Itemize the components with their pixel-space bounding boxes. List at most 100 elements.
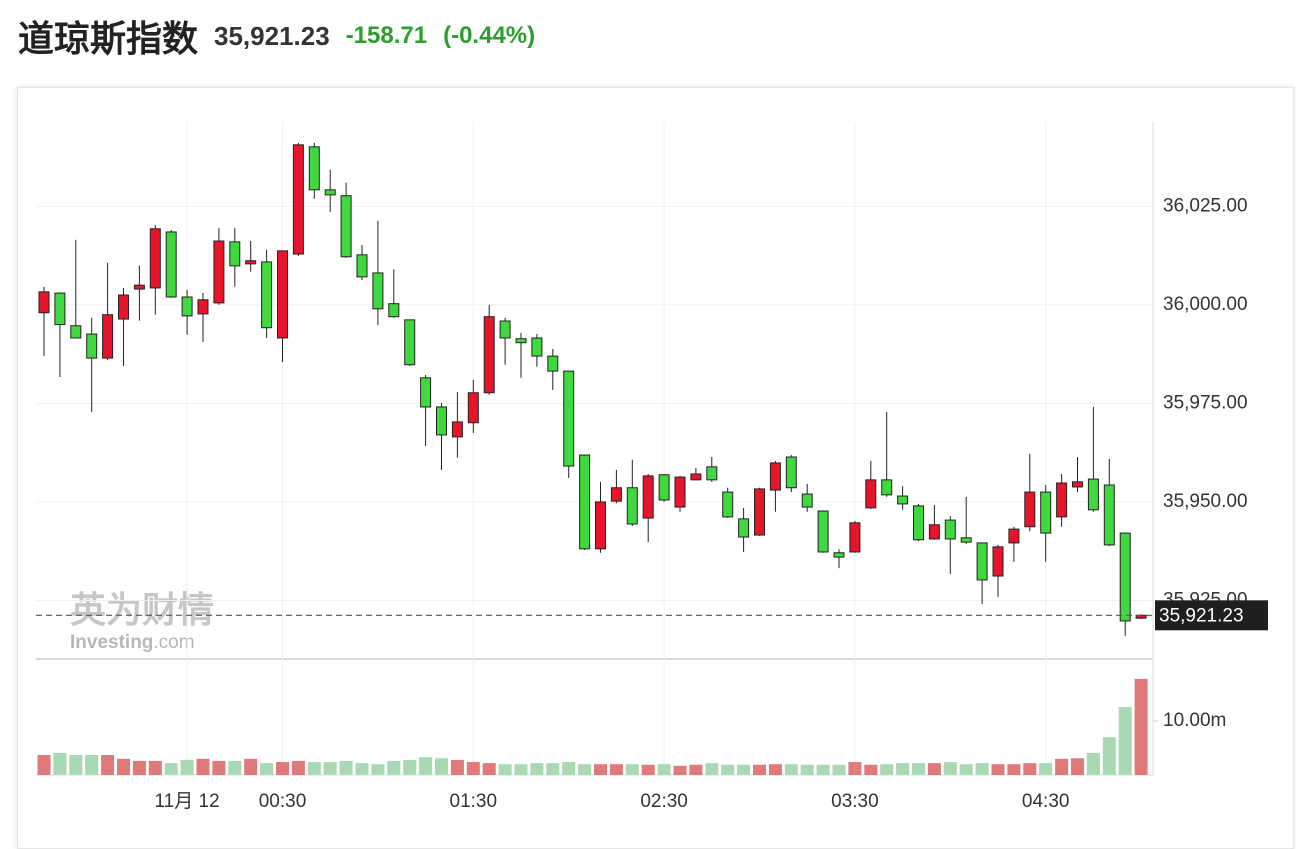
volume-bar [1055,758,1069,775]
volume-bar [482,763,496,775]
candle-body [1072,481,1083,488]
volume-bar [228,760,242,775]
watermark-en: Investing.com [70,632,195,653]
volume-bar [164,763,178,775]
candle-body [404,319,416,366]
volume-bar [657,764,671,775]
candle-body [499,320,511,339]
x-tick-label: 04:30 [1022,791,1070,812]
grid [36,122,1158,776]
candle-body [118,294,129,320]
volume-bar [784,764,798,775]
volume-bar [832,764,846,775]
candle-body [1087,478,1099,511]
watermark-cn: 英为财情 [70,590,214,631]
y-tick-label: 35,975.00 [1163,392,1248,413]
candle-body [308,146,320,191]
volume-bar [371,764,385,775]
candle-body [849,522,861,553]
candle-body [372,272,384,310]
volume-bar [609,764,623,775]
volume-bar [530,763,544,775]
candle-body [356,254,368,278]
volume-bar [355,763,369,775]
index-price: 35,921.23 [214,20,330,51]
candle-body [801,493,813,508]
volume-bar [1102,737,1116,775]
volume-bar [816,764,830,775]
candle-body [277,250,288,339]
candle-body [785,456,797,489]
volume-bar [419,757,433,775]
candle-body [54,292,66,326]
volume-bar [943,762,957,775]
candle-body [626,487,638,525]
volume-bar [959,764,973,775]
volume-bar [514,764,528,775]
candle-body [133,284,145,290]
watermark-en-suffix: .com [153,632,194,653]
candle-body [86,333,98,359]
candle-body [483,316,495,394]
volume-bar [387,760,401,775]
candle-body [245,260,257,265]
volume-bar [1086,752,1100,775]
candle-body [213,240,225,304]
candle-body [642,475,654,519]
volume-bar [768,764,782,775]
volume-bar [1134,678,1148,775]
volume-bar [85,755,99,775]
volume-bar [625,764,639,775]
candle-body [610,487,622,502]
volume-bar [673,765,687,775]
candle-body [706,466,718,481]
candle-body [992,546,1004,577]
volume-bar [101,755,115,775]
candle-body [165,231,177,298]
candle-body [467,392,479,424]
candle-body [897,495,909,505]
candle-body [817,510,829,553]
candle-body [324,189,336,196]
volume-bar [1007,764,1021,775]
volume-bar [594,764,607,775]
volume-bar [880,764,894,775]
volume-bar [117,758,130,775]
volume-bar [927,763,941,775]
candle-body [944,519,956,540]
candle-body [149,228,161,289]
candle-body [563,370,575,467]
candle-body [769,462,781,491]
volume-bar [1039,763,1053,775]
volume-bar [737,764,751,775]
volume-bar [450,759,464,775]
volume-bar [641,764,655,775]
x-tick-label: 01:30 [450,791,498,812]
volume-bar [276,762,289,775]
candle-body [1056,482,1068,518]
candle-body [436,406,447,436]
candle-body [754,488,765,536]
watermark-en-main: Investing [70,632,153,653]
x-tick-label: 00:30 [259,791,307,812]
candle-body [292,144,304,255]
volume-bar [37,755,51,775]
candle-body [1024,491,1036,528]
index-change-pct: (-0.44%) [443,22,536,49]
volume-bar [260,763,274,775]
candle-body [913,505,924,541]
volume-bar [1023,763,1037,775]
y-tick-label: 36,025.00 [1163,195,1248,216]
candle-body [181,296,193,317]
candle-body [261,261,273,329]
candle-body [388,303,400,318]
volume-bar [1118,706,1132,775]
candle-body [976,542,988,581]
volume-bar [148,760,162,775]
x-tick-label: 03:30 [831,791,879,812]
candle-body [531,337,543,357]
volume-bar [69,755,83,775]
volume-bar [307,762,321,775]
candle-body [690,473,702,481]
